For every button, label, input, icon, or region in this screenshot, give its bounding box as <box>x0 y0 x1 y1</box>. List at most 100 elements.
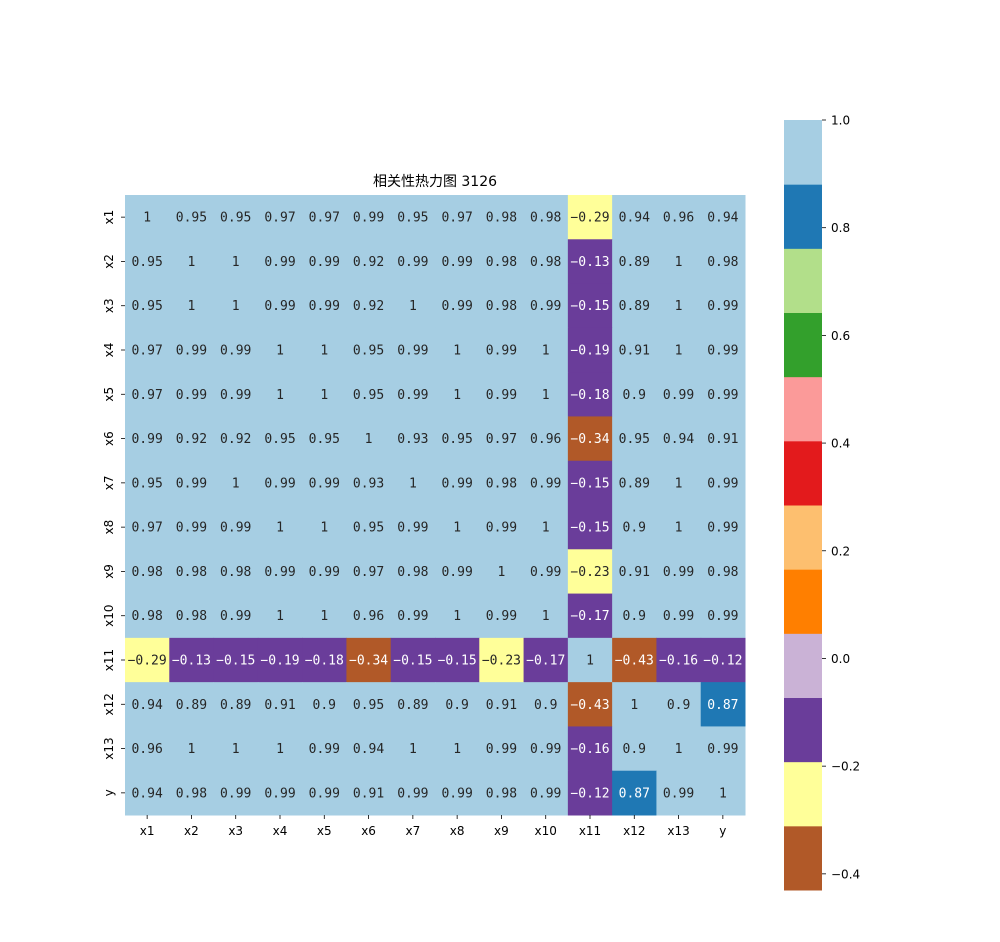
cell-label-x3-x2: 1 <box>188 299 196 314</box>
cell-label-x11-x7: −0.15 <box>393 654 432 669</box>
x-tick-label-x5: x5 <box>317 824 332 838</box>
heatmap-cell-x4-x7 <box>390 327 436 373</box>
cell-label-x13-x3: 1 <box>232 742 240 757</box>
cell-label-x7-x12: 0.89 <box>619 476 650 491</box>
heatmap-cell-x4-x5 <box>302 327 347 373</box>
cell-label-x13-x9: 0.99 <box>486 742 517 757</box>
cell-label-x2-y: 0.98 <box>707 255 738 270</box>
x-tick-label-y: y <box>719 824 726 838</box>
heatmap-cell-x4-x1 <box>125 327 170 373</box>
heatmap-cell-x9-x2 <box>169 549 215 595</box>
cell-label-y-x10: 0.99 <box>530 786 561 801</box>
cell-label-x6-x9: 0.97 <box>486 432 517 447</box>
cell-label-x2-x3: 1 <box>232 255 240 270</box>
heatmap-cell-x13-x13 <box>656 726 702 772</box>
cell-label-x9-x5: 0.99 <box>309 565 340 580</box>
heatmap-cell-x1-x2 <box>169 195 215 240</box>
heatmap-cell-x7-x6 <box>346 460 392 506</box>
cell-label-x7-x6: 0.93 <box>353 476 384 491</box>
heatmap-cell-x3-x12 <box>612 283 657 329</box>
heatmap-cell-x5-x10 <box>523 372 569 417</box>
y-tick-label-x8: x8 <box>102 520 116 535</box>
colorbar-tick-label: 0.0 <box>831 652 850 666</box>
heatmap-cell-x9-x11 <box>567 549 613 595</box>
heatmap-cell-x10-x12 <box>612 593 657 639</box>
heatmap-cell-x9-x3 <box>213 549 259 595</box>
heatmap-cell-x11-x6 <box>346 637 392 683</box>
cell-label-x11-x4: −0.19 <box>260 654 299 669</box>
cell-label-x6-x3: 0.92 <box>220 432 251 447</box>
cell-label-x9-x6: 0.97 <box>353 565 384 580</box>
heatmap-cell-x2-x9 <box>479 239 525 285</box>
cell-label-x10-x13: 0.99 <box>663 609 694 624</box>
cell-label-x5-x10: 1 <box>542 388 550 403</box>
heatmap-cell-x3-x1 <box>125 283 170 329</box>
colorbar: 1.0 0.8 0.6 0.4 0.2 0.0 −0.2 −0.4 <box>784 114 860 891</box>
heatmap-cell-x7-x13 <box>656 460 702 506</box>
colorbar-tick-label: 0.6 <box>831 329 850 343</box>
heatmap-cell-x5-x13 <box>656 372 702 417</box>
colorbar-segment <box>784 440 822 506</box>
cell-label-x10-x6: 0.96 <box>353 609 384 624</box>
heatmap-cell-x10-x6 <box>346 593 392 639</box>
cell-label-x7-y: 0.99 <box>707 476 738 491</box>
cell-label-x13-x5: 0.99 <box>309 742 340 757</box>
heatmap-cell-x2-x10 <box>523 239 569 285</box>
heatmap-cell-y-x5 <box>302 770 347 816</box>
heatmap-cell-x10-x5 <box>302 593 347 639</box>
colorbar-tick-label: 0.2 <box>831 544 850 558</box>
cell-label-x11-x3: −0.15 <box>216 654 255 669</box>
cell-label-x1-x9: 0.98 <box>486 211 517 226</box>
cell-label-x10-x11: −0.17 <box>570 609 609 624</box>
heatmap-cell-x4-x10 <box>523 327 569 373</box>
cell-label-x8-y: 0.99 <box>707 521 738 536</box>
cell-label-x8-x5: 1 <box>320 521 328 536</box>
cell-label-x12-x9: 0.91 <box>486 698 517 713</box>
cell-label-x7-x9: 0.98 <box>486 476 517 491</box>
cell-label-x11-x10: −0.17 <box>526 654 565 669</box>
cell-label-x10-x2: 0.98 <box>176 609 207 624</box>
heatmap-cell-x9-x5 <box>302 549 347 595</box>
heatmap-cell-x7-x2 <box>169 460 215 506</box>
cell-label-x9-x11: −0.23 <box>570 565 609 580</box>
heatmap-cell-x12-x9 <box>479 682 525 727</box>
cell-label-x12-x12: 1 <box>630 698 638 713</box>
heatmap-cell-y-x10 <box>523 770 569 816</box>
heatmap-cell-x3-x11 <box>567 283 613 329</box>
heatmap-cell-x7-x4 <box>257 460 303 506</box>
heatmap-cell-x11-x3 <box>213 637 259 683</box>
heatmap-cell-x13-x12 <box>612 726 657 772</box>
colorbar-tick-label: 1.0 <box>831 114 850 128</box>
heatmap-cell-x9-x9 <box>479 549 525 595</box>
cell-label-x5-x1: 0.97 <box>131 388 162 403</box>
heatmap-cell-x2-x7 <box>390 239 436 285</box>
heatmap-cell-x12-x10 <box>523 682 569 727</box>
heatmap-cell-x11-x1 <box>125 637 170 683</box>
heatmap-cell-x7-x10 <box>523 460 569 506</box>
heatmap-cell-x9-x6 <box>346 549 392 595</box>
cell-label-x9-x8: 0.99 <box>441 565 472 580</box>
heatmap-cell-x13-x9 <box>479 726 525 772</box>
heatmap-cell-x3-x6 <box>346 283 392 329</box>
heatmap-cell-x3-x7 <box>390 283 436 329</box>
cell-label-x13-x7: 1 <box>409 742 417 757</box>
x-tick-label-x1: x1 <box>140 824 155 838</box>
heatmap-cell-x13-x7 <box>390 726 436 772</box>
heatmap-cell-x3-x10 <box>523 283 569 329</box>
heatmap-cell-x1-x12 <box>612 195 657 240</box>
heatmap-cell-x5-x5 <box>302 372 347 417</box>
cell-label-x6-x1: 0.99 <box>131 432 162 447</box>
cell-label-x6-y: 0.91 <box>707 432 738 447</box>
cell-label-x13-x4: 1 <box>276 742 284 757</box>
cell-label-x10-x1: 0.98 <box>131 609 162 624</box>
heatmap-cell-x8-x3 <box>213 505 259 550</box>
heatmap-cell-x10-x4 <box>257 593 303 639</box>
cell-label-y-x12: 0.87 <box>619 786 650 801</box>
cell-label-x5-x3: 0.99 <box>220 388 251 403</box>
heatmap-cell-x12-y <box>700 682 746 727</box>
heatmap-cell-y-x13 <box>656 770 702 816</box>
heatmap-cell-x4-x12 <box>612 327 657 373</box>
cell-label-x11-x8: −0.15 <box>438 654 477 669</box>
heatmap-cell-x9-x13 <box>656 549 702 595</box>
heatmap-cell-x3-x3 <box>213 283 259 329</box>
